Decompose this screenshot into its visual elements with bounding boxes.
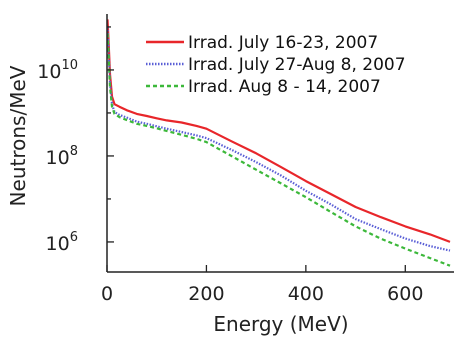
y-tick-exponent: 8 — [70, 144, 78, 159]
legend-label-3: Irrad. Aug 8 - 14, 2007 — [188, 77, 381, 97]
series-line-3 — [107, 33, 451, 267]
y-tick-exponent: 6 — [70, 230, 78, 245]
x-axis-label: Energy (MeV) — [213, 312, 348, 336]
legend-label-2: Irrad. July 27-Aug 8, 2007 — [188, 55, 406, 75]
x-tick-label: 600 — [387, 283, 423, 305]
legend-label-1: Irrad. July 16-23, 2007 — [188, 33, 378, 53]
x-tick-group: 0 200 400 600 — [101, 265, 423, 305]
y-tick-label: 1010 — [37, 58, 78, 83]
y-tick-label: 106 — [46, 230, 78, 255]
x-tick-label: 0 — [101, 283, 113, 305]
y-tick-label: 108 — [46, 144, 78, 169]
x-tick-label: 400 — [288, 283, 324, 305]
y-tick-exponent: 10 — [61, 58, 78, 73]
x-tick-label: 200 — [188, 283, 224, 305]
y-axis-label: Neutrons/MeV — [6, 65, 30, 206]
y-tick-base: 10 — [37, 61, 61, 83]
y-tick-base: 10 — [46, 233, 70, 255]
series-line-1 — [107, 19, 451, 243]
y-tick-base: 10 — [46, 147, 70, 169]
series-layer — [107, 19, 451, 267]
